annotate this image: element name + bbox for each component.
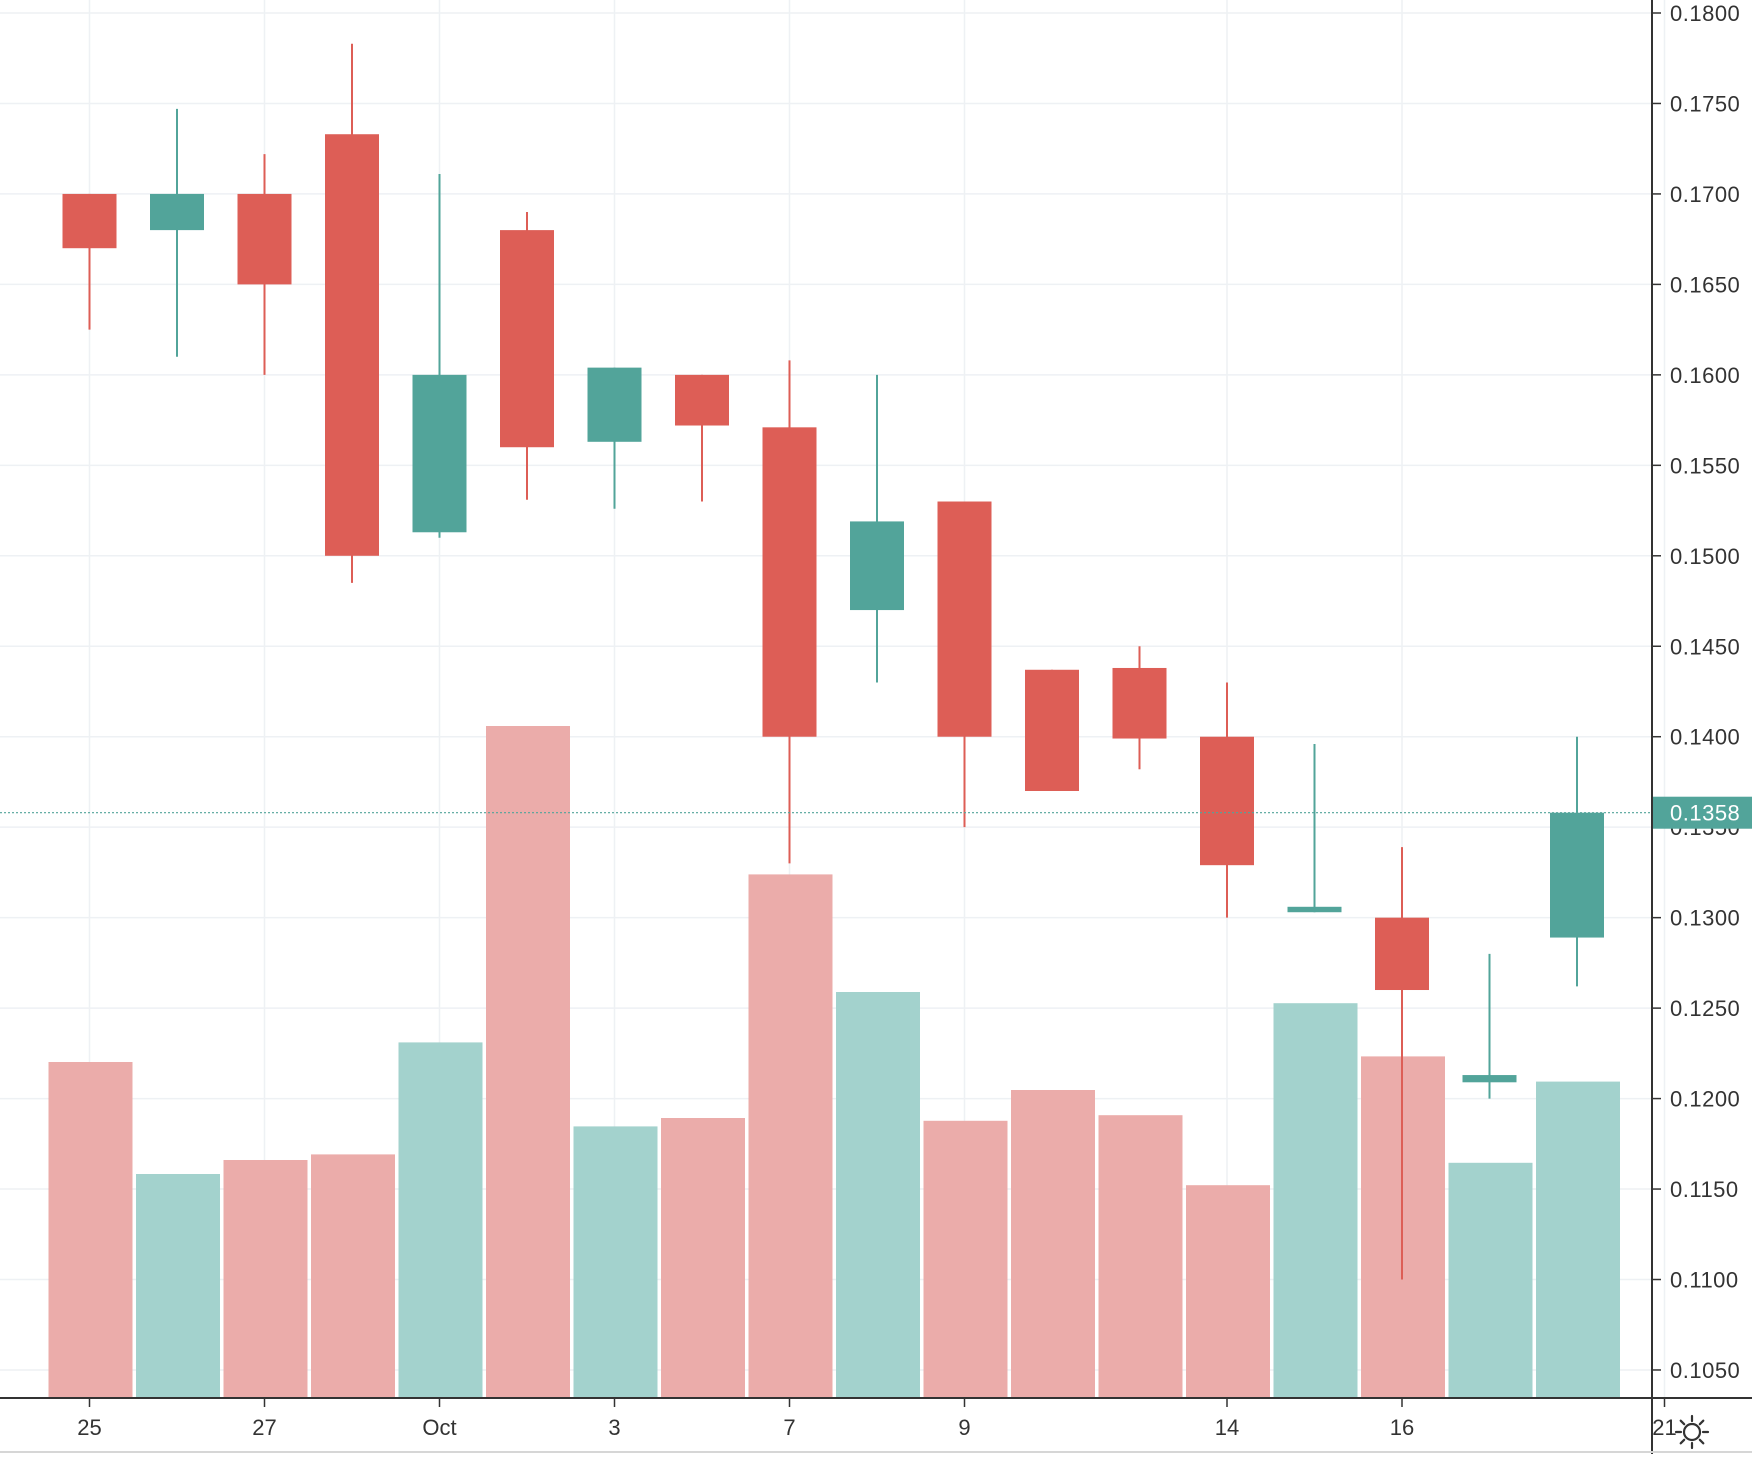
grid-lines xyxy=(0,0,1666,1398)
candles xyxy=(62,43,1604,1280)
candle-body xyxy=(150,193,204,231)
volume-bar xyxy=(311,1154,395,1398)
price-tick-label: 0.1750 xyxy=(1670,91,1740,116)
volume-bar xyxy=(573,1126,658,1398)
candle-body xyxy=(237,193,292,285)
volume-bar xyxy=(1011,1090,1095,1398)
price-tick-label: 0.1700 xyxy=(1670,182,1740,207)
volume-bar xyxy=(223,1160,308,1398)
volume-bar xyxy=(1273,1003,1358,1398)
volume-bar xyxy=(398,1042,483,1398)
candle-body xyxy=(325,134,379,556)
candle-body xyxy=(1112,667,1167,739)
sun-gear-icon xyxy=(1674,1414,1710,1450)
time-tick-label: 25 xyxy=(77,1415,101,1440)
chart-settings-button[interactable] xyxy=(1672,1412,1712,1452)
candle-body xyxy=(412,374,467,533)
candle-body xyxy=(675,374,729,426)
volume-bar xyxy=(1448,1162,1533,1398)
time-tick-label: 3 xyxy=(608,1415,620,1440)
time-tick-label: 9 xyxy=(958,1415,970,1440)
time-tick-label: 16 xyxy=(1390,1415,1414,1440)
candle-body xyxy=(1550,812,1604,938)
time-tick-label: 27 xyxy=(252,1415,276,1440)
price-tick-label: 0.1250 xyxy=(1670,996,1740,1021)
candle-body xyxy=(937,501,992,737)
candle-body xyxy=(1287,906,1342,913)
time-tick-label: 21 xyxy=(1652,1415,1676,1440)
volume-bar xyxy=(1536,1081,1620,1398)
candle-body xyxy=(762,427,817,737)
volume-bar xyxy=(836,992,920,1398)
last-price-badge-bg xyxy=(1653,796,1752,829)
volume-bar xyxy=(1098,1115,1183,1398)
price-tick-label: 0.1650 xyxy=(1670,272,1740,297)
volume-bar xyxy=(486,726,570,1398)
volume-bar xyxy=(923,1120,1008,1398)
price-tick-label: 0.1450 xyxy=(1670,634,1740,659)
price-tick-label: 0.1800 xyxy=(1670,1,1740,26)
volume-bar xyxy=(136,1174,220,1398)
price-tick-label: 0.1400 xyxy=(1670,725,1740,750)
price-tick-label: 0.1100 xyxy=(1670,1268,1739,1293)
candle-body xyxy=(62,193,117,249)
volume-bar xyxy=(1186,1185,1270,1398)
time-tick-label: 7 xyxy=(783,1415,795,1440)
price-tick-label: 0.1500 xyxy=(1670,544,1740,569)
last-price-badge-text: 0.1358 xyxy=(1670,801,1740,826)
price-tick-label: 0.1150 xyxy=(1670,1177,1739,1202)
price-axis-labels: 0.1050 0.1100 0.1150 0.1200 0.1250 0.1300 0.13… xyxy=(1670,1,1740,1383)
price-tick-label: 0.1300 xyxy=(1670,906,1740,931)
time-tick-label: Oct xyxy=(422,1415,456,1440)
last-price-badge: 0.1358 xyxy=(1653,796,1752,829)
candle-body xyxy=(1375,917,1429,991)
volume-bar xyxy=(748,874,833,1398)
candle-body xyxy=(587,367,642,442)
price-tick-label: 0.1550 xyxy=(1670,453,1740,478)
volume-bars xyxy=(48,726,1620,1398)
price-tick-label: 0.1200 xyxy=(1670,1087,1740,1112)
candle-body xyxy=(1462,1075,1517,1083)
candle-body xyxy=(500,230,554,448)
time-tick-label: 14 xyxy=(1215,1415,1239,1440)
time-axis-labels: 25 27 Oct 3 7 9 14 16 21 xyxy=(77,1415,1676,1440)
candle-body xyxy=(850,521,904,611)
candle-body xyxy=(1200,736,1254,866)
price-tick-label: 0.1600 xyxy=(1670,363,1740,388)
candle-body xyxy=(1025,669,1079,791)
volume-bar xyxy=(661,1118,745,1398)
price-tick-label: 0.1050 xyxy=(1670,1358,1740,1383)
volume-bar xyxy=(48,1062,133,1398)
